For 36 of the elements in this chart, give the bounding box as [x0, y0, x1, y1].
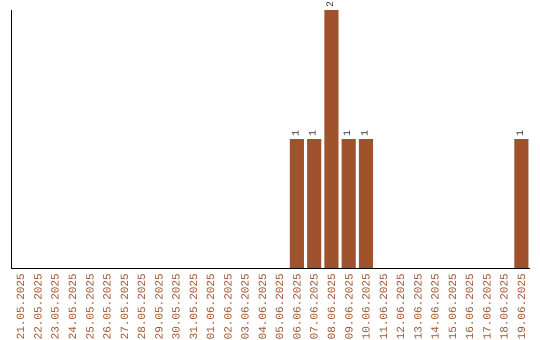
- x-tick-label: 07.06.2025: [310, 273, 322, 340]
- data-label: 1: [343, 130, 354, 136]
- x-tick-label: 09.06.2025: [344, 273, 356, 340]
- x-tick-label: 22.05.2025: [33, 273, 46, 340]
- x-tick-label: 13.06.2025: [413, 273, 426, 340]
- x-tick-label: 18.06.2025: [500, 273, 512, 340]
- x-tick-label: 29.05.2025: [154, 273, 166, 340]
- x-tick-label: 24.05.2025: [68, 273, 80, 340]
- x-tick-label: 15.06.2025: [448, 273, 460, 340]
- x-tick-label: 16.06.2025: [465, 273, 478, 340]
- x-tick-label: 17.06.2025: [482, 273, 494, 340]
- x-tick-label: 21.05.2025: [16, 273, 28, 340]
- x-tick-label: 11.06.2025: [378, 273, 391, 340]
- data-label: 1: [516, 130, 527, 136]
- x-tick-label: 12.06.2025: [396, 273, 408, 340]
- x-tick-label: 26.05.2025: [102, 273, 115, 340]
- x-tick-label: 03.06.2025: [240, 273, 253, 340]
- data-label: 1: [360, 130, 372, 136]
- x-tick-label: 28.05.2025: [137, 273, 150, 340]
- x-tick-label: 06.06.2025: [292, 273, 304, 340]
- x-tick-label: 27.05.2025: [120, 273, 132, 340]
- data-label: 1: [308, 130, 320, 136]
- x-tick-label: 25.05.2025: [85, 273, 98, 340]
- x-tick-label: 30.05.2025: [172, 273, 184, 340]
- data-label: 2: [326, 0, 337, 7]
- x-tick-label: 01.06.2025: [206, 273, 218, 340]
- x-tick-label: 19.06.2025: [516, 273, 529, 340]
- x-tick-label: 31.05.2025: [188, 273, 201, 340]
- x-tick-label: 14.06.2025: [430, 273, 443, 340]
- data-label: 1: [291, 130, 302, 136]
- x-tick-label: 05.06.2025: [275, 273, 288, 340]
- x-tick-label: 02.06.2025: [223, 273, 236, 340]
- x-tick-label: 10.06.2025: [362, 273, 374, 340]
- x-tick-label: 08.06.2025: [327, 273, 340, 340]
- x-tick-label: 23.05.2025: [50, 273, 63, 340]
- x-tick-label: 04.06.2025: [258, 273, 270, 340]
